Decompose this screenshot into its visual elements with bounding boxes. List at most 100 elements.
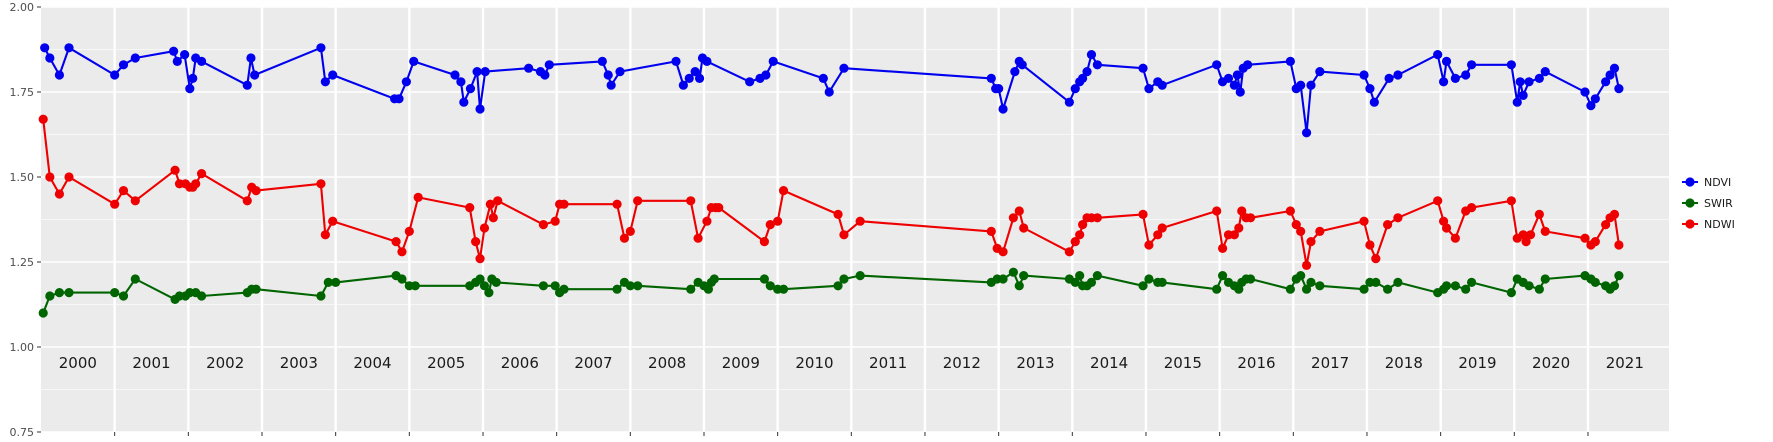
data-point [480,67,490,77]
data-point [1450,281,1460,291]
data-point [472,67,482,77]
data-point [714,203,724,213]
data-point [38,114,48,124]
data-point [761,70,771,80]
data-point [1433,196,1443,206]
data-point [1086,50,1097,60]
data-point [1157,80,1167,90]
data-point [745,77,755,87]
data-point [559,284,569,294]
data-point [1157,277,1167,287]
data-point [1590,237,1600,247]
data-point [690,67,700,77]
data-point [493,196,503,206]
data-point [1092,60,1102,70]
data-point [45,291,55,301]
data-point [1441,56,1452,66]
data-point [397,247,407,257]
data-point [702,56,712,66]
data-point [397,274,407,284]
data-point [479,281,490,291]
year-label: 2007 [574,354,612,372]
y-tick-label: 1.50 [10,171,35,184]
series-swir [38,267,1624,318]
data-point [550,281,560,291]
data-point [1315,67,1325,77]
legend-label: SWIR [1704,197,1733,210]
data-point [1217,271,1228,281]
data-point [773,216,783,226]
data-point [998,247,1008,257]
year-label: 2009 [722,354,760,372]
data-point [1086,277,1097,287]
data-point [833,209,843,219]
data-point [1157,223,1167,233]
year-label: 2012 [943,354,981,372]
data-point [1525,230,1536,240]
data-point [316,179,326,189]
legend-label: NDVI [1704,176,1731,189]
data-point [625,226,635,236]
data-point [1466,277,1477,287]
data-point [475,274,485,284]
data-point [38,308,48,318]
data-point [597,56,607,66]
data-point [1614,271,1624,281]
data-point [316,43,326,53]
data-point [64,288,74,298]
data-point [1518,90,1528,100]
data-point [130,53,140,63]
year-label: 2020 [1532,354,1570,372]
data-point [633,196,643,206]
data-point [1450,73,1460,83]
data-point [1301,128,1312,138]
year-label: 2021 [1606,354,1644,372]
data-point [1433,50,1443,60]
data-point [1078,220,1088,230]
data-point [1461,284,1471,294]
data-point [394,94,404,104]
data-point [1506,288,1516,298]
data-point [1138,209,1148,219]
axes: 0.75 1.00 1.25 1.50 1.75 2.00 [10,1,1589,439]
data-point [702,216,712,226]
data-point [40,43,50,53]
data-point [110,199,120,209]
data-point [1138,63,1148,73]
data-point [1070,277,1080,287]
data-point [1064,97,1074,107]
data-point [606,80,616,90]
data-point [404,226,414,236]
data-point [833,281,843,291]
data-point [1070,84,1080,94]
data-point [986,226,996,236]
data-point [456,77,466,87]
data-point [684,73,694,83]
data-point [475,104,485,114]
data-point [1235,87,1245,97]
data-point [1008,267,1018,277]
data-point [998,104,1008,114]
data-point [328,216,338,226]
data-point [855,271,865,281]
data-point [45,53,55,63]
year-labels: 2000 2001 2002 2003 2004 2005 2006 2007 2008 2009… [59,354,1644,372]
year-label: 2018 [1385,354,1423,372]
data-point [1301,284,1312,294]
data-point [320,77,330,87]
data-point [1534,284,1544,294]
data-point [196,291,207,301]
data-point [1217,243,1228,253]
data-point [409,56,419,66]
data-point [1296,80,1306,90]
data-point [479,223,490,233]
legend-label: NDWI [1704,218,1735,231]
data-point [986,73,996,83]
data-point [320,230,330,240]
data-point [1365,84,1375,94]
y-tick-label: 1.75 [10,86,35,99]
data-point [686,196,696,206]
data-point [465,84,476,94]
data-point [1245,274,1256,284]
